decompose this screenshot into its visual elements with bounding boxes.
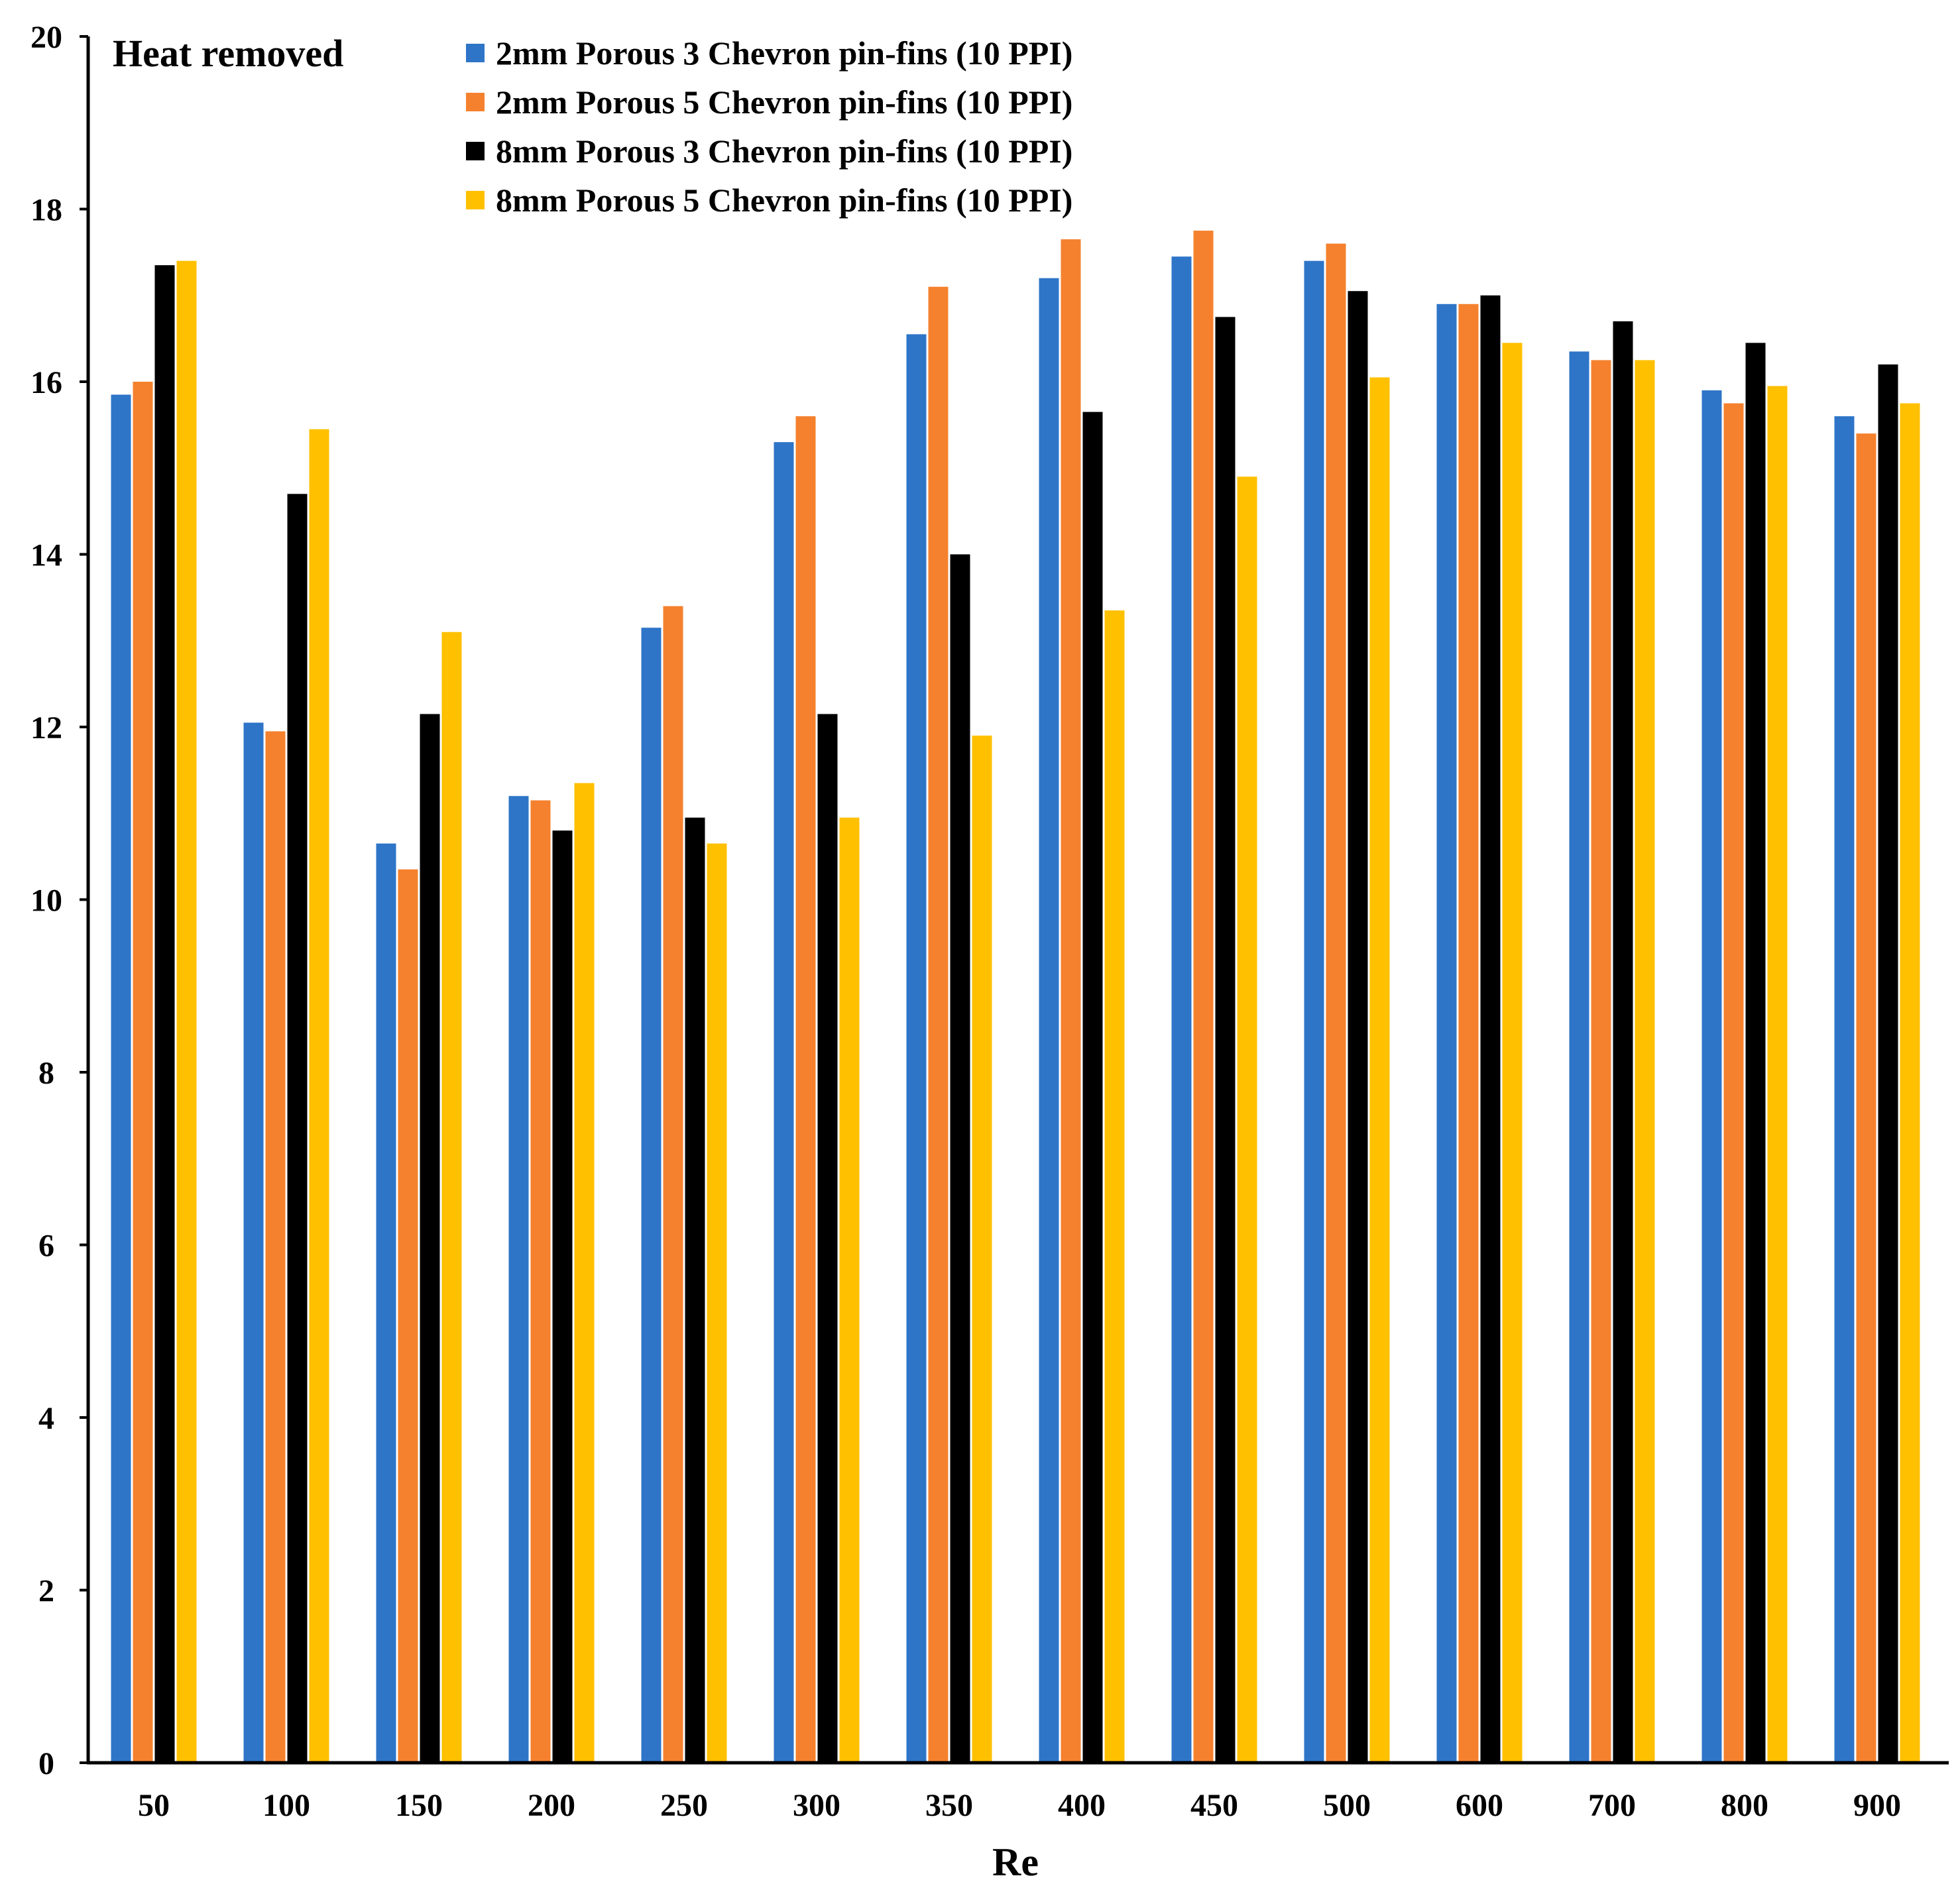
legend: 2mm Porous 3 Chevron pin-fins (10 PPI) 2m… <box>466 34 1072 219</box>
y-tick-label: 12 <box>30 710 62 746</box>
bar-900-series-3 <box>1878 364 1898 1763</box>
bar-100-series-4 <box>309 429 329 1763</box>
bar-600-series-4 <box>1502 343 1523 1763</box>
bar-500-series-4 <box>1369 377 1390 1763</box>
bar-250-series-4 <box>707 843 727 1763</box>
y-tick-label: 18 <box>30 193 62 228</box>
bar-600-series-3 <box>1480 295 1501 1763</box>
legend-swatch <box>466 93 485 111</box>
bar-200-series-4 <box>574 783 595 1763</box>
bar-400-series-1 <box>1039 278 1059 1763</box>
legend-swatch <box>466 44 485 62</box>
x-tick-label: 900 <box>1853 1788 1901 1823</box>
x-axis-label: Re <box>992 1840 1039 1884</box>
y-tick-label: 16 <box>30 365 62 400</box>
bar-450-series-2 <box>1193 231 1214 1763</box>
bar-250-series-3 <box>685 817 705 1763</box>
bar-800-series-3 <box>1745 343 1766 1763</box>
x-tick-label: 800 <box>1721 1788 1768 1823</box>
bar-150-series-2 <box>398 869 418 1763</box>
bar-250-series-1 <box>641 628 662 1763</box>
bar-350-series-2 <box>928 286 949 1763</box>
bar-800-series-2 <box>1723 403 1744 1763</box>
bar-700-series-3 <box>1613 321 1633 1763</box>
x-tick-label: 150 <box>395 1788 443 1823</box>
bar-700-series-4 <box>1635 360 1655 1763</box>
bar-50-series-4 <box>176 260 197 1763</box>
bar-50-series-3 <box>154 265 175 1763</box>
x-tick-label: 300 <box>793 1788 840 1823</box>
x-tick-label: 600 <box>1456 1788 1503 1823</box>
bar-900-series-4 <box>1900 403 1920 1763</box>
x-tick-label: 200 <box>528 1788 575 1823</box>
legend-label: 8mm Porous 3 Chevron pin-fins (10 PPI) <box>496 133 1072 170</box>
x-tick-label: 400 <box>1058 1788 1106 1823</box>
y-tick-label: 0 <box>38 1746 54 1781</box>
y-tick-label: 14 <box>30 538 62 573</box>
bar-400-series-4 <box>1104 610 1125 1763</box>
legend-swatch <box>466 191 485 209</box>
bar-300-series-1 <box>774 442 794 1763</box>
x-tick-label: 100 <box>262 1788 310 1823</box>
bar-50-series-1 <box>111 394 131 1763</box>
y-tick-label: 20 <box>30 20 62 55</box>
x-tick-label: 250 <box>660 1788 708 1823</box>
bar-600-series-1 <box>1436 304 1457 1763</box>
bar-900-series-1 <box>1834 416 1855 1763</box>
bar-300-series-3 <box>817 714 838 1763</box>
bar-100-series-1 <box>243 722 264 1763</box>
y-tick-label: 6 <box>38 1229 54 1264</box>
x-tick-label: 450 <box>1190 1788 1238 1823</box>
legend-label: 2mm Porous 3 Chevron pin-fins (10 PPI) <box>496 34 1072 72</box>
bar-450-series-3 <box>1215 317 1236 1763</box>
bar-200-series-3 <box>552 830 573 1763</box>
x-tick-label: 500 <box>1323 1788 1371 1823</box>
bar-500-series-2 <box>1326 243 1346 1763</box>
bar-300-series-2 <box>795 416 816 1763</box>
bar-400-series-2 <box>1061 239 1081 1763</box>
bar-100-series-3 <box>287 494 308 1763</box>
bar-800-series-4 <box>1767 386 1788 1763</box>
bar-250-series-2 <box>663 606 683 1763</box>
legend-label: 8mm Porous 5 Chevron pin-fins (10 PPI) <box>496 182 1072 219</box>
bar-300-series-4 <box>839 817 860 1763</box>
bar-900-series-2 <box>1856 433 1876 1763</box>
bar-500-series-1 <box>1304 260 1324 1763</box>
bar-600-series-2 <box>1458 304 1479 1763</box>
bar-150-series-3 <box>420 714 440 1763</box>
bar-700-series-1 <box>1569 351 1589 1763</box>
bar-450-series-1 <box>1171 256 1192 1763</box>
bar-800-series-1 <box>1701 390 1722 1763</box>
x-tick-label: 350 <box>925 1788 973 1823</box>
x-tick-label: 50 <box>138 1788 170 1823</box>
legend-label: 2mm Porous 5 Chevron pin-fins (10 PPI) <box>496 83 1072 121</box>
bar-700-series-2 <box>1591 360 1611 1763</box>
bar-200-series-2 <box>530 800 551 1763</box>
bar-400-series-3 <box>1082 412 1103 1763</box>
bar-150-series-4 <box>441 632 462 1763</box>
bar-450-series-4 <box>1237 476 1257 1763</box>
bar-100-series-2 <box>265 731 286 1763</box>
y-tick-label: 8 <box>38 1056 54 1091</box>
x-axis-ticks: 50 100 150 200 250 300 350 400 450 500 600 700 800 90… <box>138 1788 1901 1823</box>
y-tick-label: 2 <box>38 1574 54 1609</box>
legend-swatch <box>466 142 485 160</box>
bar-50-series-2 <box>133 382 153 1763</box>
bar-500-series-3 <box>1348 291 1368 1763</box>
x-tick-label: 700 <box>1588 1788 1636 1823</box>
bar-200-series-1 <box>508 796 529 1763</box>
bars-layer <box>111 231 1920 1763</box>
chart-title: Heat removed <box>113 32 343 75</box>
y-tick-label: 4 <box>38 1401 54 1436</box>
bar-150-series-1 <box>376 843 396 1763</box>
y-tick-label: 10 <box>30 883 62 918</box>
bar-350-series-3 <box>950 554 970 1763</box>
y-axis-ticks: 0 2 4 6 8 10 12 14 16 18 20 <box>30 20 88 1781</box>
bar-350-series-1 <box>906 334 927 1763</box>
bar-350-series-4 <box>972 736 992 1763</box>
